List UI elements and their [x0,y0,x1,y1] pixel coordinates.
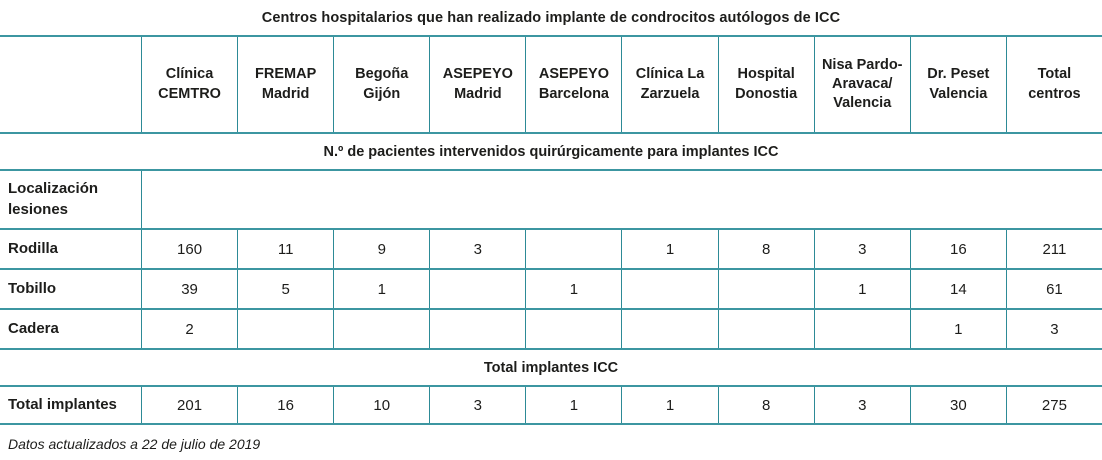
column-header-donostia: Hospital Donostia [717,37,814,132]
data-cell: 275 [1005,387,1102,423]
data-cell: 3 [813,230,910,268]
data-cell: 1 [525,387,621,423]
table-row-tobillo: Tobillo 39 5 1 1 1 14 61 [0,268,1102,308]
table-row-rodilla: Rodilla 160 11 9 3 1 8 3 16 211 [0,228,1102,268]
hospital-implants-table: Clínica CEMTRO FREMAP Madrid Begoña Gijó… [0,35,1102,425]
data-cell: 11 [237,230,333,268]
data-cell: 1 [909,310,1006,348]
data-cell: 3 [813,387,910,423]
row-group-header: Localización lesiones [0,169,1102,228]
row-group-label: Localización lesiones [8,180,99,218]
data-cell [525,310,621,348]
column-header-cemtro: Clínica CEMTRO [141,37,237,132]
data-cell: 61 [1005,270,1102,308]
data-cell [333,310,429,348]
column-header-asepeyo-madrid: ASEPEYO Madrid [429,37,525,132]
data-cell: 8 [717,230,814,268]
data-cell: 14 [909,270,1006,308]
data-cell: 9 [333,230,429,268]
row-label: Rodilla [8,239,59,257]
row-group-empty-cell [141,171,1102,228]
data-cell [525,230,621,268]
column-header-zarzuela: Clínica La Zarzuela [621,37,717,132]
data-cell: 16 [909,230,1006,268]
column-header-begona: Begoña Gijón [333,37,429,132]
data-cell: 2 [141,310,237,348]
data-cell: 211 [1005,230,1102,268]
table-row-total-implantes: Total implantes 201 16 10 3 1 1 8 3 30 2… [0,385,1102,425]
data-cell [621,270,717,308]
column-header-peset: Dr. Peset Valencia [909,37,1006,132]
data-cell [717,270,814,308]
section-band-total: Total implantes ICC [0,348,1102,385]
data-cell: 3 [429,387,525,423]
data-cell [429,310,525,348]
table-row-cadera: Cadera 2 1 3 [0,308,1102,348]
corner-empty-cell [0,37,141,132]
column-header-fremap: FREMAP Madrid [237,37,333,132]
data-cell: 39 [141,270,237,308]
footer-note: Datos actualizados a 22 de julio de 2019 [8,436,261,452]
data-cell: 3 [429,230,525,268]
data-cell: 160 [141,230,237,268]
data-cell [237,310,333,348]
column-header-nisa: Nisa Pardo-Aravaca/ Valencia [813,37,910,132]
data-cell: 10 [333,387,429,423]
row-label: Cadera [8,319,59,337]
header-row: Clínica CEMTRO FREMAP Madrid Begoña Gijó… [0,35,1102,132]
data-cell: 201 [141,387,237,423]
data-cell [717,310,814,348]
data-cell: 1 [525,270,621,308]
data-cell: 1 [333,270,429,308]
data-cell [621,310,717,348]
data-cell: 5 [237,270,333,308]
data-cell [429,270,525,308]
data-cell: 3 [1005,310,1102,348]
page-title: Centros hospitalarios que han realizado … [261,9,841,26]
data-cell [813,310,910,348]
data-cell: 1 [813,270,910,308]
row-label: Total implantes [8,395,117,413]
data-cell: 8 [717,387,814,423]
column-header-asepeyo-barcelona: ASEPEYO Barcelona [525,37,621,132]
column-header-total: Total centros [1005,37,1102,132]
data-cell: 1 [621,387,717,423]
row-label: Tobillo [8,279,57,297]
section-band-patients: N.º de pacientes intervenidos quirúrgica… [0,132,1102,169]
data-cell: 30 [909,387,1006,423]
data-cell: 1 [621,230,717,268]
data-cell: 16 [237,387,333,423]
